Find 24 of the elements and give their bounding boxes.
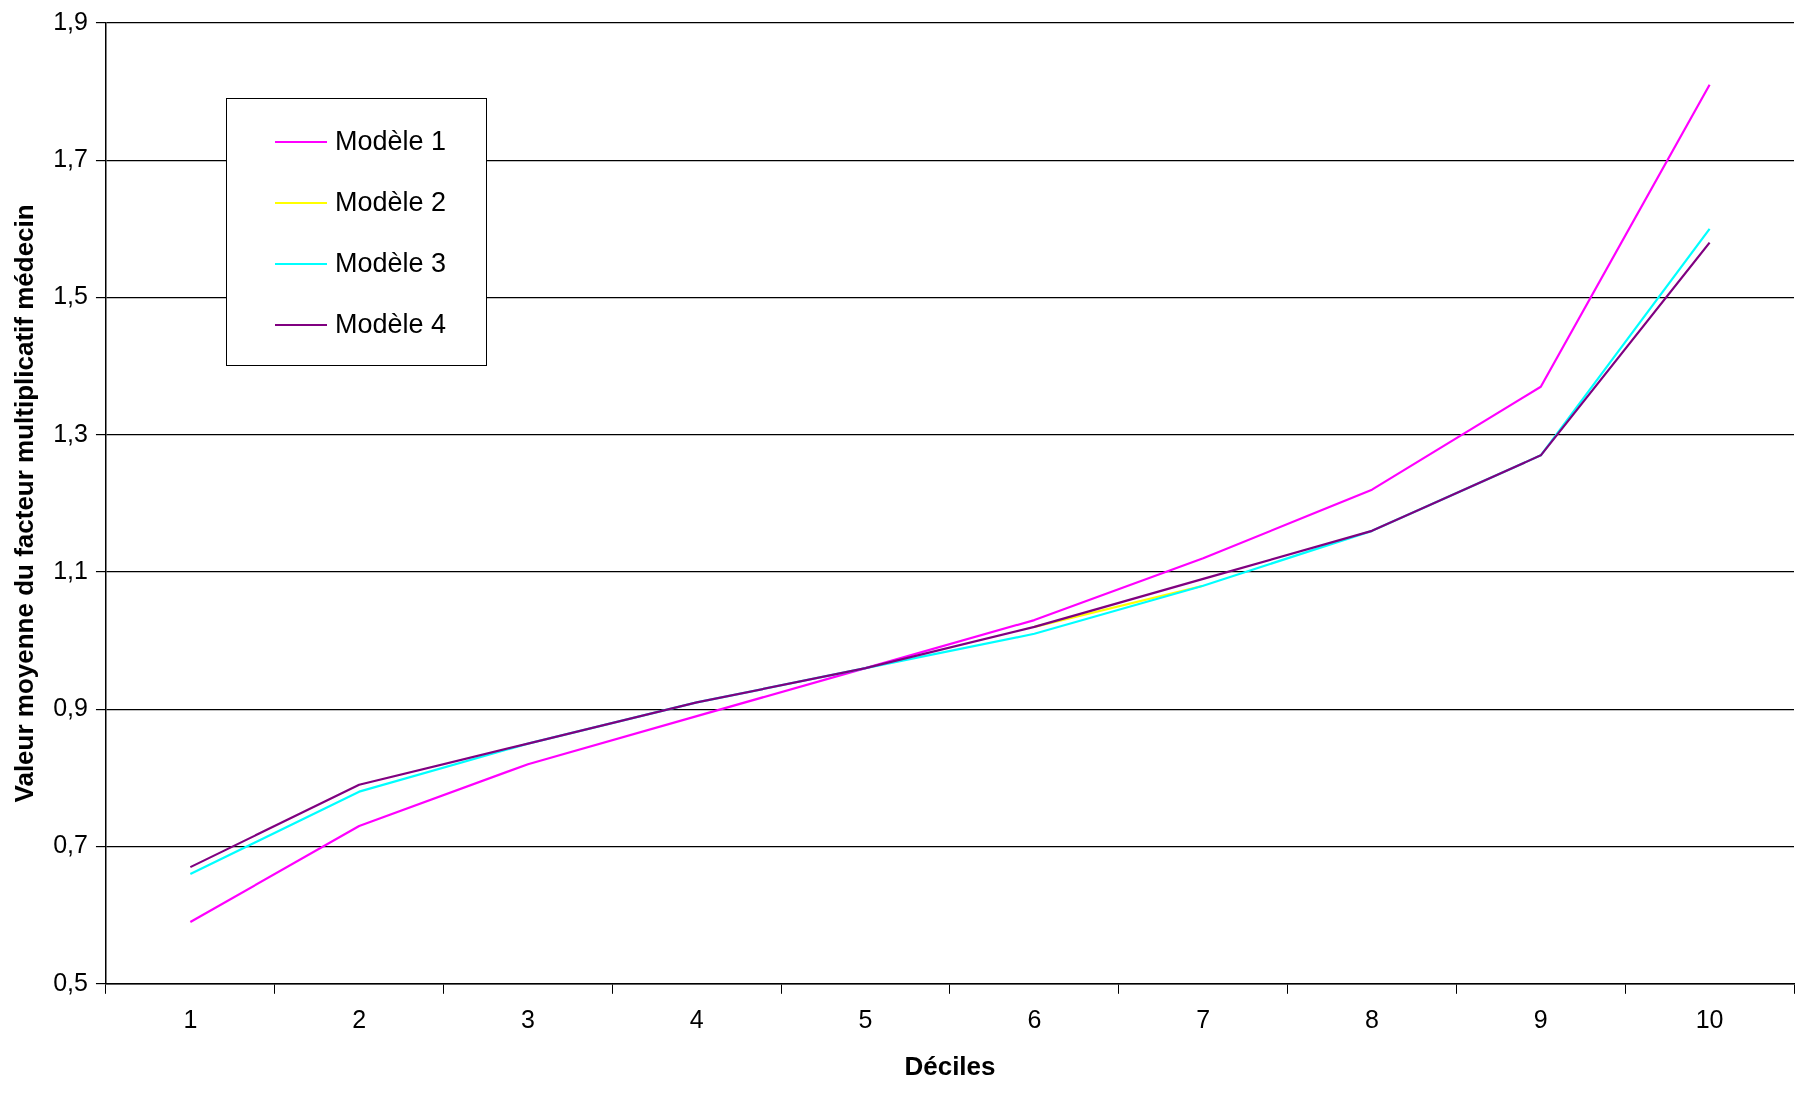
- x-axis-title: Déciles: [904, 1050, 996, 1081]
- legend-label: Modèle 4: [334, 309, 447, 340]
- y-tick-label: 1,5: [53, 281, 88, 310]
- y-tick-label: 1,7: [53, 144, 88, 173]
- legend-label: Modèle 2: [334, 187, 447, 218]
- x-tick-label: 5: [858, 1004, 873, 1033]
- x-tick-label: 8: [1365, 1004, 1379, 1033]
- y-tick-label: 0,5: [53, 967, 88, 996]
- y-axis-title: Valeur moyenne du facteur multiplicatif médecin: [8, 204, 39, 803]
- x-tick-label: 3: [521, 1004, 535, 1033]
- y-tick-label: 1,1: [53, 555, 88, 584]
- legend-label: Modèle 3: [334, 248, 447, 279]
- x-tick-label: 2: [352, 1004, 367, 1033]
- x-tick-label: 1: [183, 1004, 198, 1033]
- y-tick-label: 0,9: [53, 693, 88, 722]
- x-tick-label: 10: [1695, 1004, 1724, 1033]
- x-tick-label: 7: [1196, 1004, 1211, 1033]
- x-tick-label: 4: [689, 1004, 704, 1033]
- x-tick-label: 9: [1533, 1004, 1548, 1033]
- x-tick-label: 6: [1027, 1004, 1042, 1033]
- y-tick-label: 0,7: [53, 830, 88, 859]
- y-tick-label: 1,9: [53, 6, 88, 35]
- legend-label: Modèle 1: [334, 126, 447, 157]
- y-tick-label: 1,3: [53, 418, 88, 447]
